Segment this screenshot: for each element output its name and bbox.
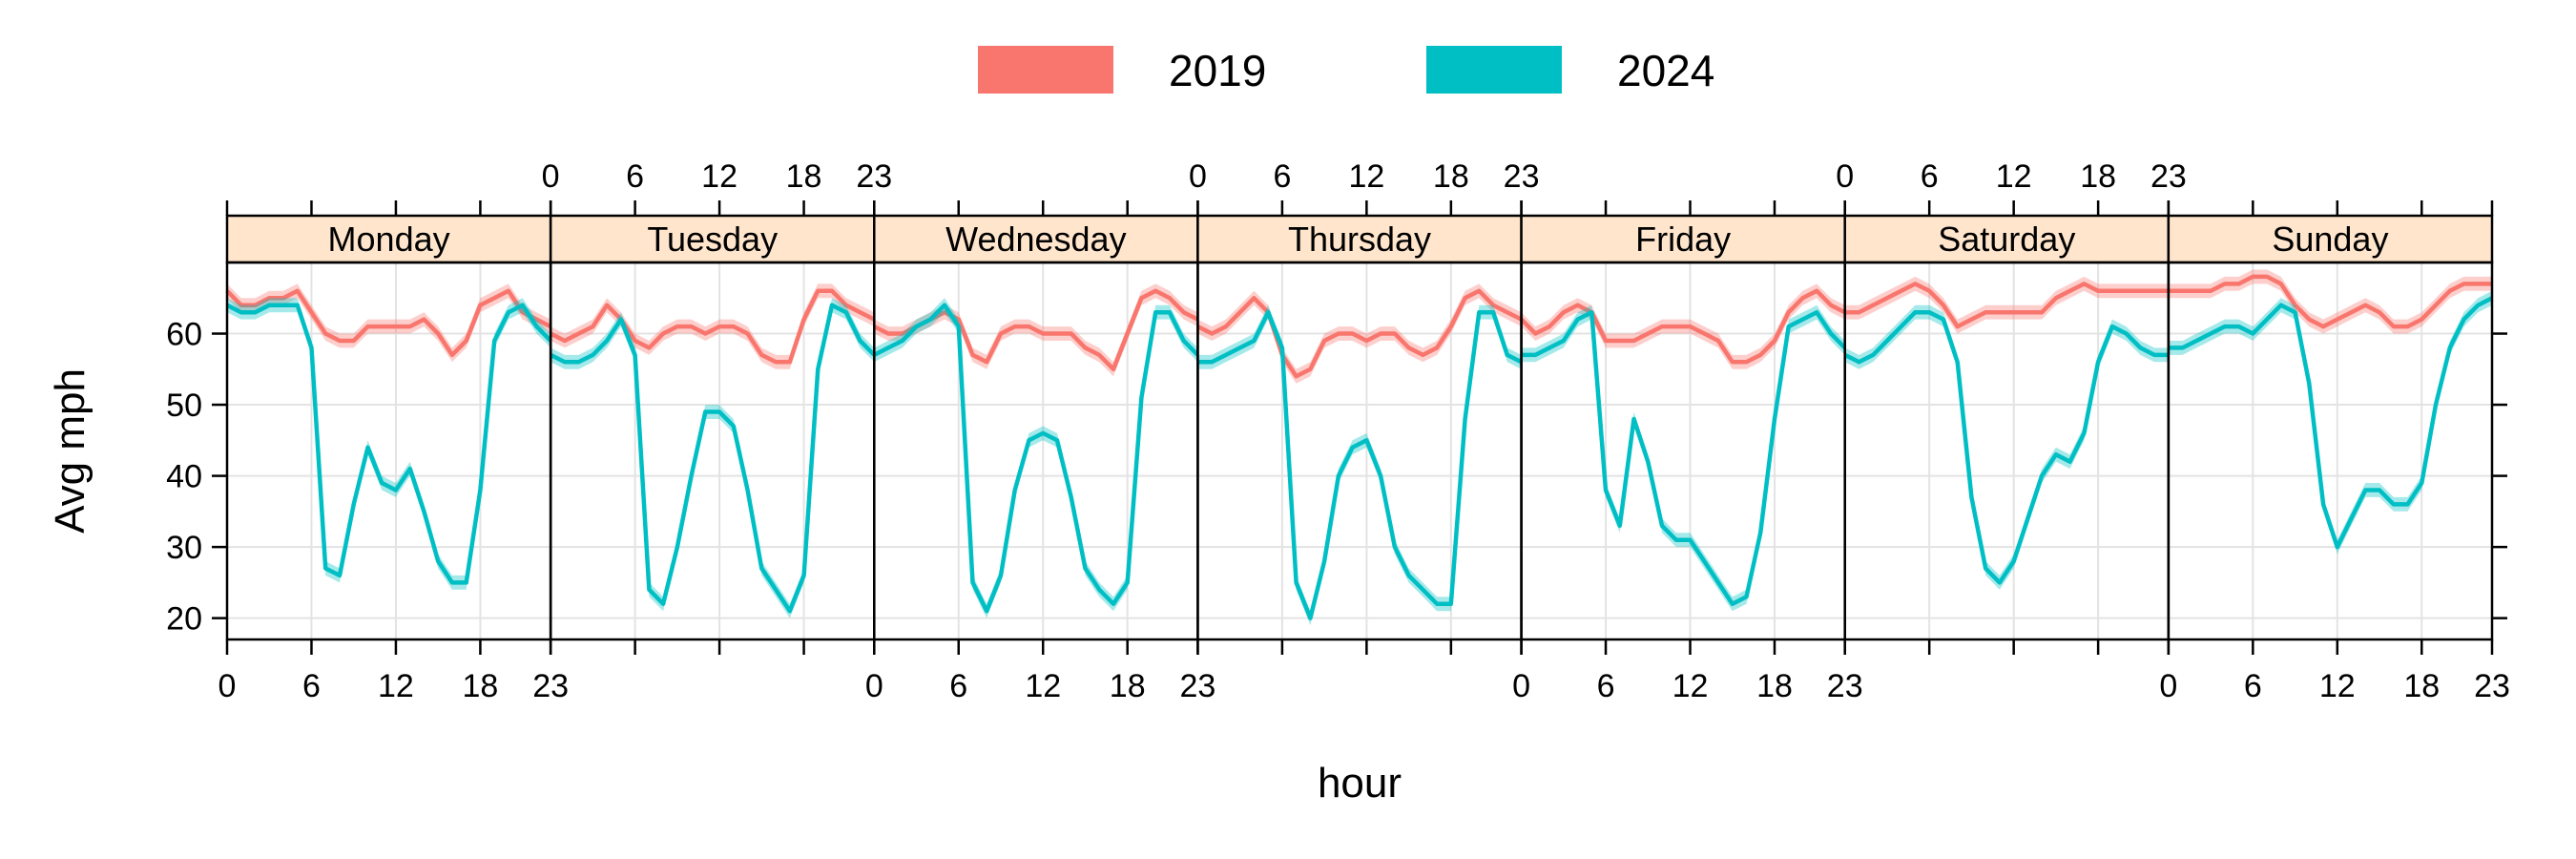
- x-tick-label: 6: [1921, 158, 1939, 195]
- x-tick-label: 6: [302, 668, 321, 704]
- x-tick-label: 6: [1597, 668, 1615, 704]
- x-tick-label: 0: [542, 158, 560, 195]
- series-line-tuesday-2019: [550, 288, 876, 365]
- x-tick-label: 12: [1672, 668, 1709, 704]
- y-tick-label: 60: [166, 317, 202, 353]
- series-line-saturday-2024: [1843, 309, 2169, 585]
- series-line-saturday-2019: [1844, 282, 2169, 329]
- x-tick-label: 0: [1512, 668, 1530, 704]
- x-tick-label: 23: [2474, 668, 2510, 704]
- series-line-monday-2024: [225, 303, 552, 585]
- series-line-tuesday-2024: [550, 303, 876, 614]
- confidence-band-wednesday-2024: [874, 298, 1198, 618]
- strip-wednesday: [873, 214, 1199, 264]
- strip-saturday: [1843, 214, 2171, 264]
- strip-label-friday: Friday: [1635, 220, 1731, 259]
- y-tick-label: 20: [166, 601, 202, 638]
- legend-swatch-2019: [978, 46, 1113, 94]
- x-tick-label: 12: [2319, 668, 2356, 704]
- x-tick-label: 18: [2403, 668, 2440, 704]
- legend: 2019 2024: [978, 46, 1714, 95]
- legend-label-2024: 2024: [1617, 46, 1714, 95]
- x-tick-label: 6: [626, 158, 644, 195]
- series-line-sunday-2019: [2168, 274, 2492, 329]
- strip-label-wednesday: Wednesday: [945, 220, 1126, 259]
- confidence-band-thursday-2019: [1197, 283, 1522, 384]
- legend-label-2019: 2019: [1169, 46, 1266, 95]
- panel-frame-sunday: [2167, 261, 2494, 641]
- series-line-monday-2019: [225, 288, 552, 358]
- x-tick-label: 0: [218, 668, 237, 704]
- strip-friday: [1520, 214, 1846, 264]
- series-line-thursday-2024: [1197, 309, 1523, 620]
- strip-label-saturday: Saturday: [1938, 220, 2075, 259]
- x-tick-label: 0: [865, 668, 883, 704]
- strip-label-thursday: Thursday: [1288, 220, 1431, 259]
- y-tick-label: 40: [166, 459, 202, 495]
- x-tick-label: 6: [1273, 158, 1291, 195]
- x-tick-label: 12: [1348, 158, 1384, 195]
- series-line-friday-2024: [1521, 309, 1847, 606]
- x-tick-label: 12: [1996, 158, 2032, 195]
- strip-sunday: [2167, 214, 2494, 264]
- x-tick-label: 0: [1189, 158, 1207, 195]
- strip-label-tuesday: Tuesday: [647, 220, 778, 259]
- x-tick-label: 23: [1827, 668, 1863, 704]
- series-line-thursday-2019: [1196, 288, 1523, 379]
- frame-layer: Monday Tuesday Wednesday Thursday Friday Satu…: [225, 214, 2494, 641]
- series-line-friday-2019: [1519, 288, 1846, 365]
- x-tick-label: 18: [1110, 668, 1146, 704]
- x-tick-label: 12: [701, 158, 737, 195]
- series-line-wednesday-2024: [873, 303, 1200, 614]
- series-layer: [225, 269, 2494, 626]
- strip-label-monday: Monday: [328, 220, 450, 259]
- confidence-band-sunday-2019: [2168, 269, 2492, 334]
- x-tick-label: 12: [1025, 668, 1061, 704]
- series-line-sunday-2024: [2168, 296, 2494, 550]
- y-axis-title: Avg mph: [47, 368, 93, 534]
- y-tick-label: 50: [166, 388, 202, 424]
- grid-layer: [227, 262, 2492, 639]
- x-tick-label: 23: [532, 668, 569, 704]
- legend-swatch-2024: [1426, 46, 1562, 94]
- strip-tuesday: [549, 214, 876, 264]
- x-tick-label: 23: [2150, 158, 2187, 195]
- confidence-band-friday-2024: [1521, 304, 1845, 612]
- x-tick-label: 18: [786, 158, 822, 195]
- x-axis-title: hour: [1318, 760, 1402, 807]
- strip-label-sunday: Sunday: [2272, 220, 2388, 259]
- x-tick-label: 6: [949, 668, 967, 704]
- x-tick-label: 6: [2244, 668, 2262, 704]
- x-tick-label: 0: [1836, 158, 1854, 195]
- x-tick-label: 12: [378, 668, 414, 704]
- x-tick-label: 0: [2159, 668, 2177, 704]
- x-tick-label: 18: [463, 668, 499, 704]
- x-tick-label: 18: [2080, 158, 2116, 195]
- x-tick-label: 23: [1180, 668, 1216, 704]
- x-tick-label: 18: [1433, 158, 1469, 195]
- x-tick-label: 23: [1504, 158, 1540, 195]
- axis-layer: 0 6 12 18 23 0 6 12 18 23 0 6 12 18 23 0 6 12 18 23 0 6 12 18 23…: [166, 158, 2510, 704]
- x-tick-label: 23: [856, 158, 892, 195]
- x-tick-label: 18: [1756, 668, 1793, 704]
- confidence-band-monday-2024: [227, 298, 551, 590]
- y-tick-label: 30: [166, 530, 202, 566]
